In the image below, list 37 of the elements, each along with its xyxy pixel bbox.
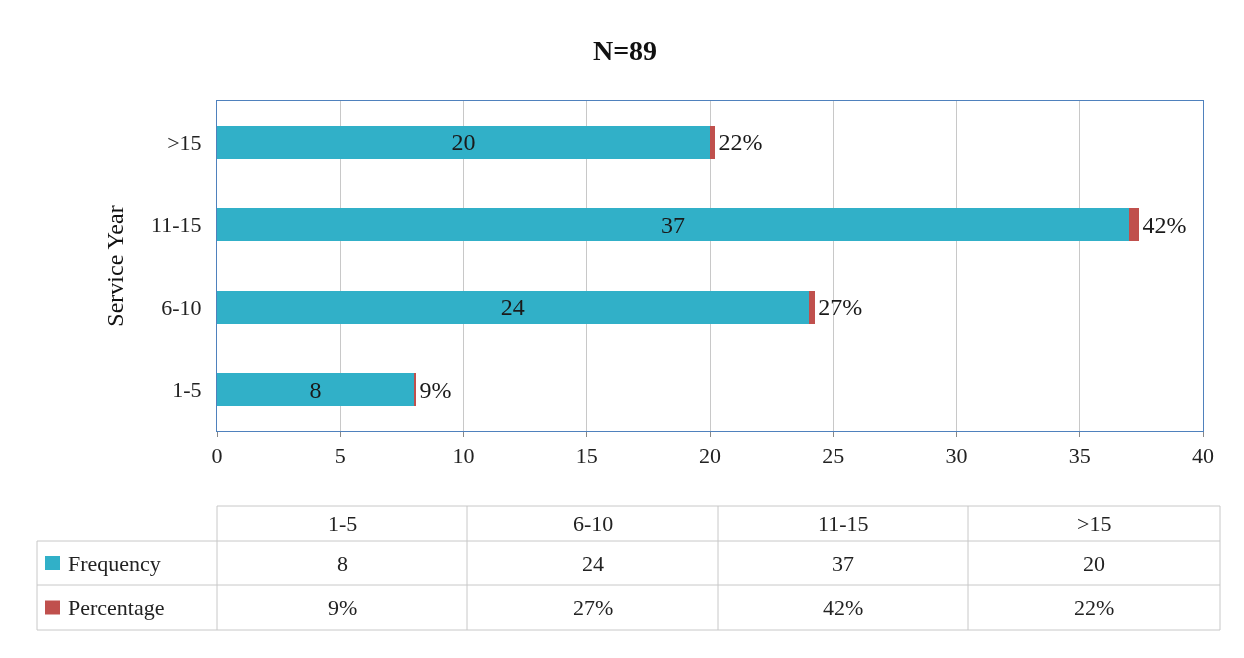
text: 9%	[328, 595, 358, 620]
text: 27%	[573, 595, 614, 620]
text: 22%	[1074, 595, 1115, 620]
category-label: 11-15	[818, 511, 869, 536]
y-axis-title: Service Year	[102, 205, 129, 327]
legend-label: Percentage	[68, 595, 165, 620]
y-tick-label: 6-10	[161, 294, 202, 320]
data-label: 20	[451, 129, 476, 156]
text: 24	[582, 551, 604, 576]
x-tick-label: 40	[1192, 443, 1214, 469]
x-tick-label: 35	[1068, 443, 1091, 469]
y-tick-label: 1-5	[172, 377, 202, 403]
text: 8	[337, 551, 348, 576]
y-tick-label: >15	[167, 129, 202, 155]
x-tick-label: 15	[575, 443, 598, 469]
y-tick-label: 11-15	[151, 212, 202, 238]
x-tick-label: 30	[945, 443, 968, 469]
data-label: 37	[661, 211, 686, 238]
data-label: 8	[309, 376, 322, 403]
x-tick-label: 5	[334, 443, 346, 469]
category-label: 6-10	[573, 511, 614, 536]
x-tick-label: 25	[822, 443, 845, 469]
data-label: 9%	[419, 376, 452, 403]
x-tick-label: 20	[699, 443, 721, 469]
data-label: 24	[500, 294, 525, 321]
category-label: >15	[1077, 511, 1112, 536]
text: 42%	[823, 595, 864, 620]
text: 37	[832, 551, 854, 576]
chart-title: N=89	[592, 34, 658, 66]
legend-label: Frequency	[68, 551, 161, 576]
text: 20	[1083, 551, 1105, 576]
data-label: 42%	[1142, 211, 1187, 238]
data-label: 27%	[818, 294, 863, 321]
x-tick-label: 0	[211, 443, 223, 469]
x-tick-label: 10	[452, 443, 475, 469]
data-label: 22%	[718, 129, 763, 156]
category-label: 1-5	[328, 511, 358, 536]
